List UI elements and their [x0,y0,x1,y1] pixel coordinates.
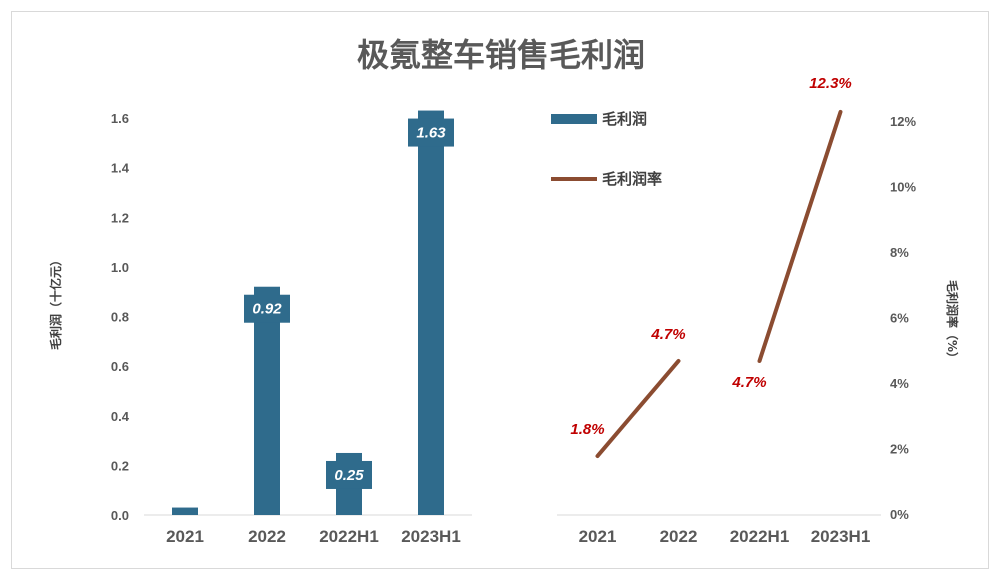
line-y-tick-label: 10% [890,179,916,194]
bar-data-label: 1.63 [416,125,446,142]
chart-svg: 极氪整车销售毛利润 毛利润（十亿元） 毛利润率（%） 毛利润 毛利润率 0.00… [48,37,960,546]
line-data-label: 4.7% [650,326,685,343]
line-data-label: 4.7% [731,374,766,391]
bar-y-tick-label: 0.4 [111,409,130,424]
bar-y-tick-label: 0.2 [111,458,129,473]
legend-bar-swatch [551,114,597,124]
bar-y-tick-label: 1.0 [111,260,129,275]
line-x-tick-label: 2023H1 [811,527,871,546]
bar-x-tick-label: 2022H1 [319,527,379,546]
line-y-tick-label: 6% [890,310,909,325]
line-y-tick-label: 8% [890,245,909,260]
line-x-tick-label: 2021 [579,527,617,546]
bar-y-tick-label: 1.2 [111,210,129,225]
bar-x-tick-label: 2022 [248,527,286,546]
line-y-tick-label: 12% [890,114,916,129]
right-axis-label: 毛利润率（%） [945,280,960,364]
line-y-tick-label: 2% [890,441,909,456]
bar-y-tick-label: 0.0 [111,508,129,523]
bar-data-label-box [326,460,372,489]
legend-bar-label: 毛利润 [602,110,647,128]
line-x-tick-label: 2022H1 [730,527,790,546]
legend: 毛利润 毛利润率 [551,110,662,188]
line-y-tick-label: 4% [890,376,909,391]
bar [418,110,444,516]
bar-y-tick-label: 0.6 [111,359,129,374]
bar-y-tick-label: 0.8 [111,310,129,325]
bar [254,286,280,515]
line-panel: 0% 2% 4% 6% 8% 10% 12% 2021 2022 2022H1 2023H1 1.8%… [557,75,916,546]
bar-data-label-box [244,294,290,323]
bar-data-label-box [408,118,454,147]
chart-title: 极氪整车销售毛利润 [357,37,645,73]
chart-frame: 极氪整车销售毛利润 毛利润（十亿元） 毛利润率（%） 毛利润 毛利润率 0.0 0… [11,11,989,569]
line-data-label: 12.3% [809,75,852,92]
bar-x-tick-label: 2023H1 [401,527,461,546]
left-axis-label: 毛利润（十亿元） [48,254,63,350]
bar-x-tick-label: 2021 [166,527,204,546]
bar [172,507,198,515]
bar-panel: 0.0 0.2 0.4 0.6 0.8 1.0 1.2 1.4 1.6 2021 2022 0.92 2… [111,110,472,546]
legend-line-label: 毛利润率 [602,170,662,188]
bar-y-tick-label: 1.4 [111,161,130,176]
bar-y-tick-label: 1.6 [111,111,129,126]
line-x-tick-label: 2022 [660,527,698,546]
line-data-label: 1.8% [570,421,604,438]
line-y-tick-label: 0% [890,507,909,522]
series-line [757,109,843,363]
bar-data-label: 0.25 [334,467,364,484]
series-line [595,358,681,459]
bar-data-label: 0.92 [252,301,282,318]
